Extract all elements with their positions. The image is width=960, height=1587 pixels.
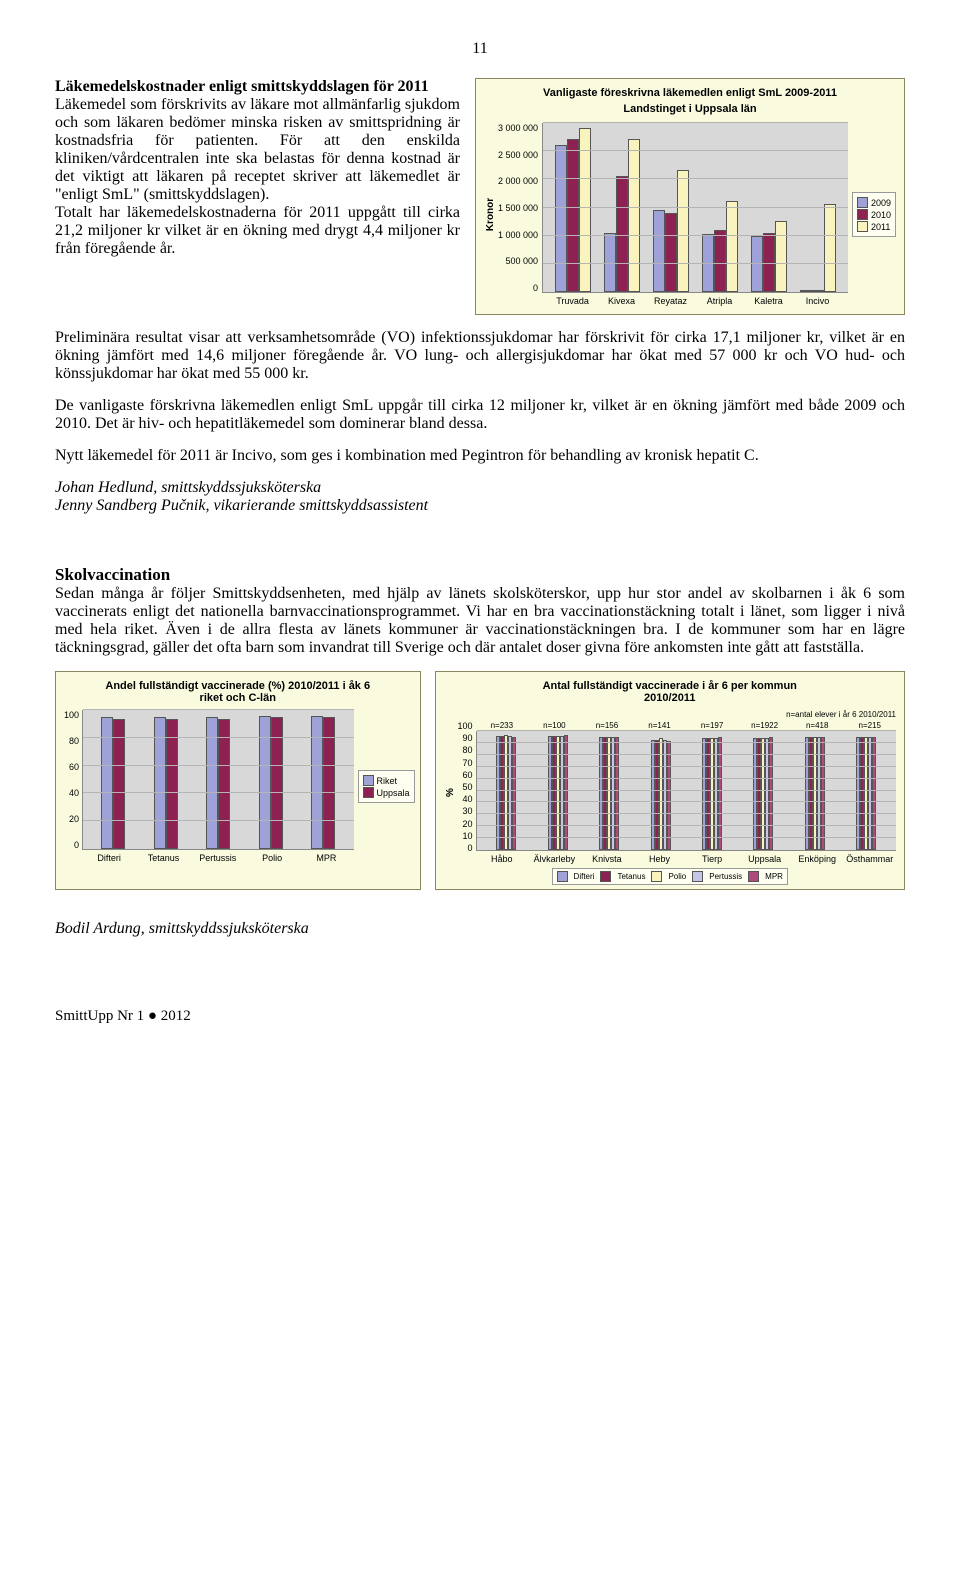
chart2-title-l1: Andel fullständigt vaccinerade (%) 2010/… <box>105 680 370 692</box>
chart3-title-l1: Antal fullständigt vaccinerade i år 6 pe… <box>543 680 797 692</box>
chart3-legend: DifteriTetanusPolioPertussisMPR <box>552 868 788 885</box>
section1-p2: Totalt har läkemedelskostnaderna för 201… <box>55 204 460 258</box>
bar <box>726 201 738 292</box>
section2-author: Bodil Ardung, smittskyddssjuksköterska <box>55 920 905 938</box>
chart3-plot <box>476 731 896 851</box>
bar <box>218 719 230 849</box>
chart3-y-label: % <box>445 788 456 797</box>
section1-text: Läkemedelskostnader enligt smittskyddsla… <box>55 78 475 315</box>
chart2-y-ticks: 100806040200 <box>64 710 82 850</box>
section1-p3: Preliminära resultat visar att verksamhe… <box>55 329 905 383</box>
section1-author2: Jenny Sandberg Pučnik, vikarierande smit… <box>55 497 905 515</box>
chart3-x-labels: HåboÄlvkarlebyKnivstaHebyTierpUppsalaEnk… <box>476 851 896 864</box>
bar <box>775 221 787 292</box>
chart1-subtitle: Landstinget i Uppsala län <box>484 103 896 115</box>
bar <box>824 204 836 292</box>
section1-heading: Läkemedelskostnader enligt smittskyddsla… <box>55 78 429 95</box>
bar <box>113 719 125 849</box>
chart2-legend: RiketUppsala <box>358 770 415 803</box>
bar <box>564 735 568 850</box>
bar <box>653 210 665 292</box>
chart2: Andel fullständigt vaccinerade (%) 2010/… <box>55 671 421 890</box>
bar-group <box>549 128 598 292</box>
section2-p1: Sedan många år följer Smittskyddsenheten… <box>55 585 905 657</box>
bar-group <box>744 221 793 292</box>
bar <box>751 236 763 292</box>
bar-group <box>647 170 696 292</box>
page-number: 11 <box>55 40 905 58</box>
bar-group <box>598 139 647 292</box>
section1-p5: Nytt läkemedel för 2011 är Incivo, som g… <box>55 447 905 465</box>
bar-group <box>481 735 532 850</box>
bar <box>800 290 812 292</box>
bar-group <box>793 204 842 292</box>
footer: SmittUpp Nr 1 ● 2012 <box>55 1008 905 1025</box>
chart3-title-l2: 2010/2011 <box>644 692 695 704</box>
chart3: Antal fullständigt vaccinerade i år 6 pe… <box>435 671 906 890</box>
chart2-plot <box>82 710 353 850</box>
chart1-title: Vanligaste föreskrivna läkemedlen enligt… <box>484 87 896 99</box>
chart1-legend: 200920102011 <box>852 192 896 237</box>
bar-group <box>696 201 745 292</box>
chart2-title: Andel fullständigt vaccinerade (%) 2010/… <box>64 680 412 704</box>
chart2-x-labels: DifteriTetanusPertussisPolioMPR <box>82 850 353 863</box>
bar <box>628 139 640 292</box>
chart1-y-ticks: 3 000 0002 500 0002 000 0001 500 0001 00… <box>498 123 542 293</box>
chart1-x-labels: TruvadaKivexaReyatazAtriplaKaletraIncivo <box>542 293 848 306</box>
bar <box>166 719 178 849</box>
bar <box>812 290 824 292</box>
bar-group <box>532 735 583 850</box>
chart3-n-labels: n=233n=100n=156n=141n=197n=1922n=418n=21… <box>476 721 896 730</box>
bar <box>677 170 689 292</box>
chart3-note: n=antal elever i år 6 2010/2011 <box>444 710 897 719</box>
section1-p1: Läkemedel som förskrivits av läkare mot … <box>55 96 460 203</box>
section2-heading: Skolvaccination <box>55 565 905 585</box>
bar <box>714 230 726 292</box>
bar-group <box>635 738 686 850</box>
chart3-y-ticks: 1009080706050403020100 <box>458 721 476 853</box>
chart1-y-label: Kronor <box>486 198 497 231</box>
bar <box>665 213 677 292</box>
bottom-charts: Andel fullständigt vaccinerade (%) 2010/… <box>55 671 905 890</box>
chart1: Vanligaste föreskrivna läkemedlen enligt… <box>475 78 905 315</box>
section1-p4: De vanligaste förskrivna läkemedlen enli… <box>55 397 905 433</box>
bar <box>555 145 567 292</box>
document-page: 11 Läkemedelskostnader enligt smittskydd… <box>0 0 960 1055</box>
chart1-plot <box>542 123 848 293</box>
bar <box>579 128 591 292</box>
bar <box>567 139 579 292</box>
chart2-title-l2: riket och C-län <box>200 692 276 704</box>
bar <box>667 741 671 850</box>
section1-author1: Johan Hedlund, smittskyddssjuksköterska <box>55 479 905 497</box>
chart3-title: Antal fullständigt vaccinerade i år 6 pe… <box>444 680 897 704</box>
top-block: Läkemedelskostnader enligt smittskyddsla… <box>55 78 905 315</box>
chart1-plot-wrap: TruvadaKivexaReyatazAtriplaKaletraIncivo <box>542 123 848 306</box>
